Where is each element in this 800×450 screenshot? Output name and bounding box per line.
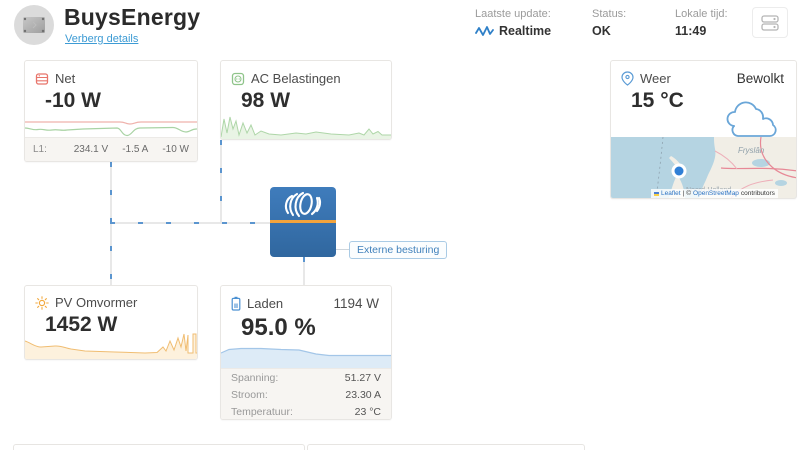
status-block: Status: OK [592, 8, 626, 38]
weather-temperature: 15 °C [631, 89, 684, 112]
flag-icon [654, 191, 659, 196]
detail-value: 23.30 A [345, 388, 381, 401]
detail-value: 23 °C [354, 405, 381, 418]
status-label: Status: [592, 8, 627, 20]
battery-sparkline [221, 347, 391, 370]
card-ac-loads-value: 98 W [241, 89, 291, 112]
card-battery-title: Laden [247, 296, 284, 311]
map-region-label: Fryslân [738, 146, 765, 155]
victron-logo-icon [284, 191, 322, 218]
sun-icon [35, 295, 49, 310]
battery-details: Spanning: 51.27 V Stroom: 23.30 A Temper… [221, 368, 391, 419]
flow-line-horizontal [110, 222, 270, 224]
last-update-block: Laatste update: Realtime [475, 8, 551, 38]
ac-loads-sparkline [221, 116, 391, 139]
battery-detail-row: Spanning: 51.27 V [221, 369, 391, 386]
flow-line-battery [303, 257, 305, 285]
phase-power: -10 W [162, 144, 189, 155]
socket-icon [231, 72, 245, 85]
energy-meter-icon [35, 72, 49, 85]
last-update-value: Realtime [499, 24, 552, 38]
card-weather-title: Weer [640, 71, 671, 86]
device-list-icon [761, 14, 779, 31]
battery-soc: 95.0 % [241, 314, 316, 341]
battery-power: 1194 W [333, 296, 379, 311]
phase-current: -1.5 A [122, 144, 149, 155]
phase-name: L1: [33, 144, 47, 155]
external-control-connector [336, 249, 349, 250]
inverter-device [270, 187, 336, 257]
card-partial-left[interactable] [13, 444, 305, 450]
location-pin-icon [621, 71, 634, 86]
card-pv-title: PV Omvormer [55, 295, 138, 310]
last-update-label: Laatste update: [475, 8, 551, 20]
card-ac-loads[interactable]: AC Belastingen 98 W [220, 60, 392, 140]
detail-label: Spanning: [231, 371, 279, 384]
flow-line-ac-loads [220, 140, 222, 224]
card-grid[interactable]: Net -10 W L1: 234.1 V -1.5 A -10 W [24, 60, 198, 162]
osm-link[interactable]: OpenStreetMap [693, 190, 739, 197]
hide-details-link[interactable]: Verberg details [65, 33, 139, 45]
weather-map[interactable]: Fryslân Noord-Holland Leaflet | © OpenSt… [611, 136, 796, 198]
battery-detail-row: Temperatuur: 23 °C [221, 403, 391, 419]
attr-separator: | [682, 190, 685, 197]
card-pv-inverter[interactable]: PV Omvormer 1452 W [24, 285, 198, 360]
battery-detail-row: Stroom: 23.30 A [221, 386, 391, 403]
detail-label: Temperatuur: [231, 405, 293, 418]
page-title: BuysEnergy [64, 4, 201, 30]
grid-sparkline [25, 121, 197, 137]
attr-suffix: contributors [740, 190, 775, 197]
card-pv-value: 1452 W [45, 313, 118, 336]
grid-phase-row: L1: 234.1 V -1.5 A -10 W [25, 137, 197, 161]
map-attribution: Leaflet | © OpenStreetMap contributors [651, 189, 778, 198]
card-grid-value: -10 W [45, 89, 102, 112]
inverter-stripe [270, 220, 336, 223]
attr-copy: © [686, 190, 692, 197]
card-battery[interactable]: Laden 1194 W 95.0 % Spanning: 51.27 V St… [220, 285, 392, 420]
local-time-label: Lokale tijd: [675, 8, 728, 20]
pulse-icon [475, 26, 494, 36]
installation-photo-icon [23, 17, 45, 33]
local-time-block: Lokale tijd: 11:49 [675, 8, 728, 38]
weather-condition: Bewolkt [736, 71, 784, 86]
external-control-badge: Externe besturing [349, 241, 448, 259]
card-grid-title: Net [55, 71, 76, 86]
status-value: OK [592, 24, 611, 38]
card-partial-right[interactable] [307, 444, 585, 450]
phase-voltage: 234.1 V [73, 144, 109, 155]
card-ac-loads-title: AC Belastingen [251, 71, 341, 86]
detail-label: Stroom: [231, 388, 268, 401]
battery-icon [231, 296, 241, 311]
detail-value: 51.27 V [344, 371, 381, 384]
card-weather[interactable]: Weer Bewolkt 15 °C [610, 60, 797, 199]
cloud-icon [726, 101, 777, 137]
device-list-button[interactable] [752, 7, 788, 38]
leaflet-link[interactable]: Leaflet [661, 190, 681, 197]
installation-avatar[interactable] [14, 5, 54, 45]
local-time-value: 11:49 [675, 24, 707, 38]
pv-sparkline [25, 333, 197, 359]
